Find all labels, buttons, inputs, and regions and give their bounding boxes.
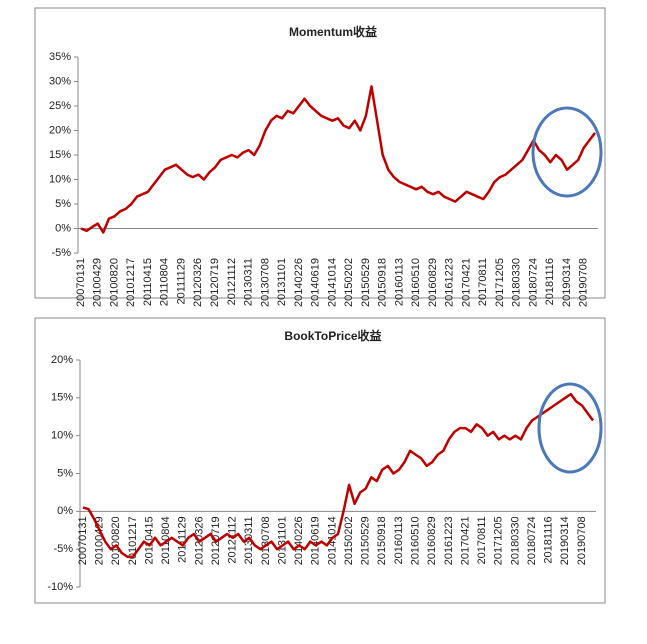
x-tick-label: 20190708: [578, 258, 590, 307]
x-tick-label: 20181116: [544, 258, 556, 305]
x-tick-label: 20150529: [360, 516, 372, 565]
line: [82, 392, 595, 558]
x-tick-label: 20160113: [393, 258, 405, 306]
x-tick-label: 20140226: [293, 516, 305, 565]
x-tick-label: 20110804: [159, 258, 171, 306]
x-tick-label: 20150202: [343, 516, 355, 565]
line: [80, 85, 596, 234]
x-tick-label: 20131101: [276, 516, 288, 564]
x-tick-label: 20110415: [143, 516, 155, 564]
x-tick-label: 20141014: [326, 258, 338, 307]
x-tick-label: 20190314: [559, 516, 571, 565]
x-tick-label: 20170811: [477, 258, 489, 306]
x-tick-label: 20111129: [175, 258, 187, 305]
y-tick-label: -5%: [51, 247, 71, 259]
x-tick-label: 20120326: [192, 258, 204, 307]
x-tick-label: 20131101: [276, 258, 288, 306]
x-tick-label: 20110415: [142, 258, 154, 306]
y-tick-label: 15%: [49, 149, 71, 161]
x-tick-label: 20140619: [310, 516, 322, 565]
chart-title: BookToPrice收益: [284, 328, 381, 343]
x-tick-label: 20141014: [326, 516, 338, 565]
y-tick-label: 5%: [55, 198, 71, 210]
chart-frame: [34, 7, 606, 299]
x-tick-label: 20180724: [527, 258, 539, 307]
y-tick-label: 20%: [49, 124, 71, 136]
x-tick-label: 20150202: [343, 258, 355, 307]
x-tick-label: 20130311: [243, 516, 255, 564]
x-tick-label: 20100820: [108, 258, 120, 307]
y-tick-label: 0%: [57, 505, 73, 517]
x-tick-label: 20070131: [77, 516, 89, 565]
x-tick-label: 20171205: [494, 258, 506, 307]
y-tick-label: 10%: [49, 173, 71, 185]
x-tick-label: 20180330: [509, 516, 521, 565]
x-tick-label: 20140619: [310, 258, 322, 307]
x-tick-label: 20100820: [110, 516, 122, 565]
y-tick-label: 10%: [51, 430, 73, 442]
x-tick-label: 20160510: [410, 258, 422, 307]
x-tick-label: 20160829: [426, 516, 438, 565]
x-tick-label: 20111129: [177, 516, 189, 563]
y-tick-label: 5%: [57, 467, 73, 479]
x-tick-label: 20160829: [427, 258, 439, 307]
y-tick-label: 35%: [49, 51, 71, 63]
x-tick-label: 20190314: [561, 258, 573, 307]
x-tick-label: 20130311: [243, 258, 255, 306]
x-tick-label: 20170421: [460, 258, 472, 307]
chart-title: Momentum收益: [289, 24, 377, 39]
x-tick-label: 20160510: [410, 516, 422, 565]
x-tick-label: 20180330: [511, 258, 523, 307]
x-tick-label: 20100429: [92, 258, 104, 307]
x-tick-label: 20140226: [293, 258, 305, 307]
y-tick-label: 0%: [55, 222, 71, 234]
x-tick-label: 20150918: [376, 516, 388, 565]
x-tick-label: 20170421: [459, 516, 471, 565]
y-tick-label: -10%: [47, 581, 73, 593]
x-tick-label: 20101217: [125, 258, 137, 307]
y-tick-label: 30%: [49, 75, 71, 87]
y-tick-label: 25%: [49, 100, 71, 112]
y-tick-label: -5%: [53, 543, 73, 555]
x-tick-label: 20130708: [260, 516, 272, 565]
x-tick-label: 20120719: [209, 258, 221, 307]
x-tick-label: 20181116: [543, 516, 555, 563]
highlight-circle: [531, 106, 603, 198]
x-tick-label: 20171205: [493, 516, 505, 565]
y-tick-label: 15%: [51, 392, 73, 404]
x-tick-label: 20160113: [393, 516, 405, 564]
y-tick-label: 20%: [51, 354, 73, 366]
highlight-circle: [537, 382, 603, 474]
x-tick-label: 20130708: [259, 258, 271, 307]
x-tick-label: 20150918: [377, 258, 389, 307]
x-tick-label: 20100429: [94, 516, 106, 565]
x-tick-label: 20150529: [360, 258, 372, 307]
x-tick-label: 20190708: [576, 516, 588, 565]
x-tick-label: 20170811: [476, 516, 488, 564]
x-tick-label: 20121112: [227, 516, 239, 563]
x-tick-label: 20121112: [226, 258, 238, 305]
x-tick-label: 20161223: [444, 258, 456, 307]
x-tick-label: 20070131: [75, 258, 87, 307]
x-tick-label: 20161223: [443, 516, 455, 565]
x-tick-label: 20180724: [526, 516, 538, 565]
